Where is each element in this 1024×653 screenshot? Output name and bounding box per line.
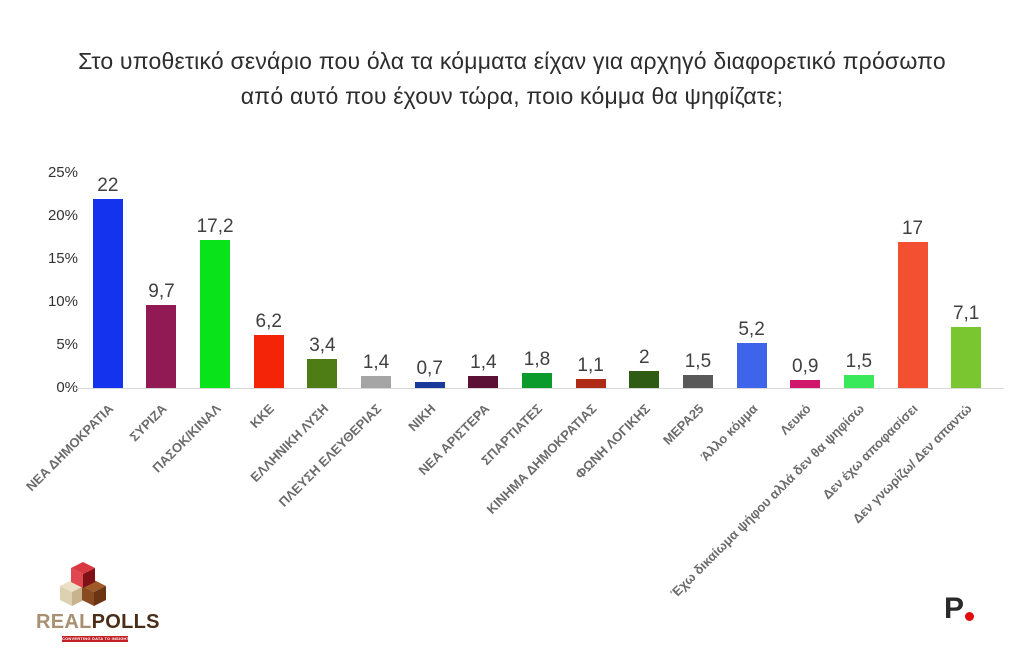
bar bbox=[468, 375, 499, 388]
bar bbox=[629, 370, 660, 388]
p-logo-letter: P bbox=[944, 592, 965, 625]
bar bbox=[736, 343, 767, 388]
category-label: Έχω δικαίωμα ψήφου αλλά δεν θα ψηφίσω bbox=[667, 401, 868, 601]
bar bbox=[253, 334, 284, 388]
chart-title-line1: Στο υποθετικό σενάριο που όλα τα κόμματα… bbox=[78, 48, 946, 74]
bar bbox=[361, 375, 392, 388]
chart-title-line2: από αυτό που έχουν τώρα, ποιο κόμμα θα ψ… bbox=[240, 83, 784, 109]
y-tick-label: 10% bbox=[47, 293, 78, 310]
x-axis-line bbox=[76, 388, 1004, 389]
bar-value-label: 1,8 bbox=[523, 348, 551, 370]
bar-value-label: 1,5 bbox=[845, 351, 873, 373]
chart-title: Στο υποθετικό σενάριο που όλα τα κόμματα… bbox=[0, 44, 1024, 114]
realpolls-wordmark: REALPOLLS bbox=[36, 611, 160, 634]
category-label: ΣΥΡΙΖΑ bbox=[126, 401, 171, 445]
bar-value-label: 1,1 bbox=[577, 354, 604, 376]
category-label: ΝΕΑ ΔΗΜΟΚΡΑΤΙΑ bbox=[23, 401, 117, 495]
bar-value-label: 6,2 bbox=[255, 310, 282, 332]
y-tick-label: 25% bbox=[47, 164, 78, 181]
bar-value-label: 0,9 bbox=[792, 356, 819, 378]
bar bbox=[522, 372, 552, 388]
bar bbox=[575, 378, 606, 388]
realpolls-logo: REALPOLLS CONVERTING DATA TO INSIGHT bbox=[36, 560, 160, 642]
category-label: Λευκό bbox=[776, 401, 814, 438]
bar bbox=[92, 198, 123, 388]
realpolls-tagline: CONVERTING DATA TO INSIGHT bbox=[62, 636, 128, 642]
y-axis: 0% 5% 10% 15% 20% 25% bbox=[26, 164, 78, 396]
bar-value-label: 1,4 bbox=[470, 351, 497, 373]
bar bbox=[200, 240, 231, 388]
publisher-p-logo: P bbox=[944, 592, 975, 625]
bar bbox=[790, 380, 821, 388]
category-label: ΝΙΚΗ bbox=[405, 401, 439, 435]
y-tick-label: 5% bbox=[56, 336, 78, 353]
bar-value-label: 17 bbox=[901, 217, 924, 239]
bar bbox=[897, 241, 928, 388]
bar bbox=[843, 375, 874, 388]
bar-value-label: 2 bbox=[638, 346, 650, 368]
bar-value-label: 5,2 bbox=[738, 319, 765, 341]
category-label: ΚΙΝΗΜΑ ΔΗΜΟΚΡΑΤΙΑΣ bbox=[483, 401, 600, 517]
realpolls-polls-text: POLLS bbox=[91, 611, 160, 633]
bar bbox=[682, 375, 713, 388]
bar-value-label: 22 bbox=[97, 174, 119, 196]
bar bbox=[146, 304, 177, 388]
bar-value-label: 17,2 bbox=[196, 216, 234, 238]
realpolls-cubes-icon bbox=[60, 562, 106, 606]
plot-area: 22 9,7 17,2 6,2 3,4 1,4 0,7 1,4 1,8 1,1 2 1,5 5,2 0,9… bbox=[81, 173, 993, 388]
category-label: ΠΛΕΥΣΗ ΕΛΕΥΘΕΡΙΑΣ bbox=[276, 401, 385, 510]
bar-value-label: 1,5 bbox=[684, 351, 712, 373]
bar-value-label: 1,4 bbox=[362, 351, 390, 373]
bar-value-label: 0,7 bbox=[416, 357, 443, 379]
bar bbox=[307, 358, 338, 388]
category-label: ΚΚΕ bbox=[247, 401, 278, 432]
bar bbox=[951, 326, 982, 388]
realpolls-real-text: REAL bbox=[36, 611, 92, 633]
category-label: Δεν έχω αποφασίσει bbox=[819, 401, 922, 503]
bar-value-label: 7,1 bbox=[952, 302, 980, 324]
p-logo-red-dot-icon bbox=[965, 612, 975, 621]
y-tick-label: 15% bbox=[47, 250, 78, 267]
bar-value-label: 3,4 bbox=[309, 334, 336, 356]
bar bbox=[414, 381, 445, 388]
category-label: Άλλο κόμμα bbox=[697, 401, 761, 464]
bar-value-label: 9,7 bbox=[148, 280, 175, 302]
y-tick-label: 20% bbox=[47, 207, 78, 224]
y-tick-label: 0% bbox=[56, 379, 78, 396]
category-label: ΜΕΡΑ25 bbox=[659, 401, 707, 448]
